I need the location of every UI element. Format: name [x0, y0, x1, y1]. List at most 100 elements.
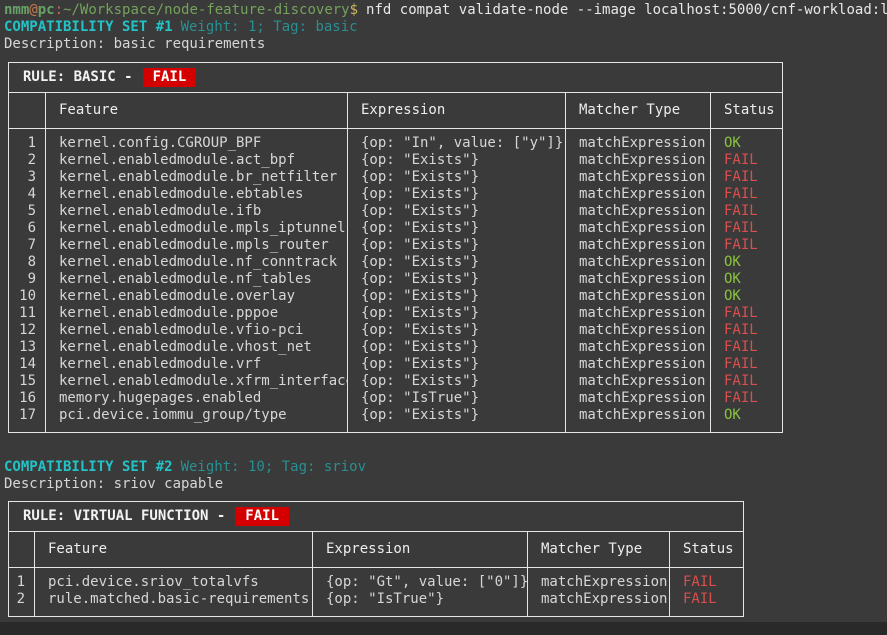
feature-cell: kernel.enabledmodule.ebtables — [45, 186, 348, 203]
status-cell: FAIL — [709, 169, 784, 186]
feature-header: Feature — [34, 531, 313, 568]
matcher-type-cell: matchExpression — [565, 339, 711, 356]
set2-title-line: COMPATIBILITY SET #2 Weight: 10; Tag: sri… — [4, 459, 887, 476]
rule-title-row: RULE: BASIC - FAIL — [7, 62, 784, 93]
rule-status-badge: FAIL — [142, 68, 197, 87]
command-text: nfd compat validate-node --image localho… — [366, 2, 887, 18]
status-cell: OK — [709, 254, 784, 271]
matcher-type-cell: matchExpression — [565, 237, 711, 254]
expression-cell: {op: "Exists"} — [347, 356, 566, 373]
row-number: 3 — [8, 169, 46, 186]
expression-header: Expression — [347, 92, 566, 129]
prompt-user: nmm — [4, 2, 30, 18]
row-number-header — [8, 531, 35, 568]
row-number: 12 — [8, 322, 46, 339]
table-row: 7 kernel.enabledmodule.mpls_router {op: "E… — [8, 237, 784, 254]
set2-meta: Weight: 10; Tag: sriov — [180, 459, 367, 475]
rule-table-basic: RULE: BASIC - FAIL Feature Expression Mat… — [7, 62, 784, 433]
status-cell: OK — [709, 128, 784, 152]
set1-title-line: COMPATIBILITY SET #1 Weight: 1; Tag: basi… — [4, 19, 887, 36]
rule-label: RULE: VIRTUAL FUNCTION - — [23, 508, 226, 524]
status-cell: FAIL — [709, 237, 784, 254]
matcher-type-cell: matchExpression — [565, 305, 711, 322]
table-row: 6 kernel.enabledmodule.mpls_iptunnel {op: … — [8, 220, 784, 237]
status-header: Status — [669, 531, 744, 568]
set2-description: Description: sriov capable — [4, 476, 224, 492]
matcher-type-cell: matchExpression — [565, 220, 711, 237]
prompt-colon: : — [54, 2, 64, 18]
rule-title-row: RULE: VIRTUAL FUNCTION - FAIL — [8, 501, 744, 532]
expression-cell: {op: "Exists"} — [347, 254, 566, 271]
status-cell: FAIL — [709, 339, 784, 356]
expression-cell: {op: "Exists"} — [347, 339, 566, 356]
row-number: 10 — [8, 288, 46, 305]
row-number: 16 — [8, 390, 46, 407]
table-row: 1 pci.device.sriov_totalvfs {op: "Gt", val… — [8, 567, 744, 591]
expression-header: Expression — [312, 531, 528, 568]
terminal-bottom-edge — [0, 622, 887, 635]
feature-cell: kernel.enabledmodule.mpls_iptunnel — [45, 220, 348, 237]
rule-status-badge: FAIL — [235, 507, 290, 526]
row-number: 11 — [8, 305, 46, 322]
expression-cell: {op: "Exists"} — [347, 305, 566, 322]
matcher-type-cell: matchExpression — [565, 152, 711, 169]
prompt-path: ~/Workspace/node-feature-discovery — [63, 2, 350, 18]
expression-cell: {op: "Exists"} — [347, 271, 566, 288]
feature-cell: kernel.enabledmodule.nf_tables — [45, 271, 348, 288]
prompt-at: @ — [29, 2, 38, 18]
expression-cell: {op: "Exists"} — [347, 220, 566, 237]
table-row: 2 rule.matched.basic-requirements {op: "Is… — [8, 591, 744, 617]
feature-cell: kernel.enabledmodule.mpls_router — [45, 237, 348, 254]
expression-cell: {op: "IsTrue"} — [312, 591, 528, 617]
feature-cell: kernel.enabledmodule.vhost_net — [45, 339, 348, 356]
feature-cell: kernel.enabledmodule.nf_conntrack — [45, 254, 348, 271]
status-cell: FAIL — [669, 567, 744, 591]
row-number: 9 — [8, 271, 46, 288]
feature-cell: kernel.config.CGROUP_BPF — [45, 128, 348, 152]
expression-cell: {op: "Exists"} — [347, 169, 566, 186]
status-cell: FAIL — [709, 356, 784, 373]
matcher-type-cell: matchExpression — [565, 203, 711, 220]
status-cell: FAIL — [709, 305, 784, 322]
expression-cell: {op: "IsTrue"} — [347, 390, 566, 407]
table-row: 13 kernel.enabledmodule.vhost_net {op: "Ex… — [8, 339, 784, 356]
status-header: Status — [709, 92, 784, 129]
table-row: 17 pci.device.iommu_group/type {op: "Exist… — [8, 407, 784, 433]
column-header-row: Feature Expression Matcher Type Status — [8, 531, 744, 568]
row-number: 17 — [8, 407, 46, 433]
feature-header: Feature — [45, 92, 348, 129]
feature-cell: pci.device.iommu_group/type — [45, 407, 348, 433]
rule-table-virtual-function: RULE: VIRTUAL FUNCTION - FAIL Feature Exp… — [8, 501, 744, 617]
expression-cell: {op: "Exists"} — [347, 288, 566, 305]
feature-cell: kernel.enabledmodule.ifb — [45, 203, 348, 220]
expression-cell: {op: "Exists"} — [347, 407, 566, 433]
feature-cell: kernel.enabledmodule.act_bpf — [45, 152, 348, 169]
feature-cell: kernel.enabledmodule.br_netfilter — [45, 169, 348, 186]
table-row: 3 kernel.enabledmodule.br_netfilter {op: "… — [8, 169, 784, 186]
matcher-type-cell: matchExpression — [527, 591, 670, 617]
table-row: 11 kernel.enabledmodule.pppoe {op: "Exists… — [8, 305, 784, 322]
set1-description: Description: basic requirements — [4, 36, 266, 52]
table-row: 1 kernel.config.CGROUP_BPF {op: "In", valu… — [8, 128, 784, 152]
expression-cell: {op: "Exists"} — [347, 373, 566, 390]
matcher-type-cell: matchExpression — [565, 186, 711, 203]
table-row: 16 memory.hugepages.enabled {op: "IsTrue"}… — [8, 390, 784, 407]
rule-label: RULE: BASIC - — [23, 69, 133, 85]
row-number: 8 — [8, 254, 46, 271]
matcher-type-cell: matchExpression — [565, 356, 711, 373]
table-row: 4 kernel.enabledmodule.ebtables {op: "Exis… — [8, 186, 784, 203]
feature-cell: pci.device.sriov_totalvfs — [34, 567, 313, 591]
matcher-type-cell: matchExpression — [565, 169, 711, 186]
matcher-type-header: Matcher Type — [527, 531, 670, 568]
expression-cell: {op: "Exists"} — [347, 322, 566, 339]
row-number: 7 — [8, 237, 46, 254]
row-number: 5 — [8, 203, 46, 220]
expression-cell: {op: "Exists"} — [347, 186, 566, 203]
row-number: 13 — [8, 339, 46, 356]
table-row: 2 kernel.enabledmodule.act_bpf {op: "Exist… — [8, 152, 784, 169]
feature-cell: kernel.enabledmodule.vfio-pci — [45, 322, 348, 339]
row-number: 1 — [8, 128, 46, 152]
matcher-type-cell: matchExpression — [565, 128, 711, 152]
status-cell: FAIL — [669, 591, 744, 617]
